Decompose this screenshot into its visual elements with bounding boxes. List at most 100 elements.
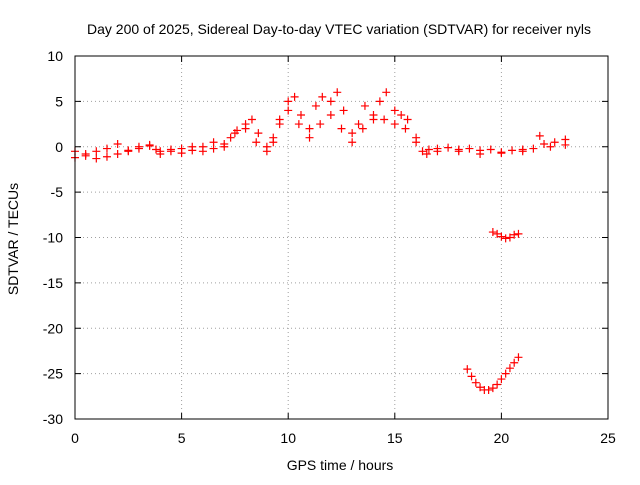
y-tick-label: 0 — [55, 139, 63, 155]
x-tick-label: 5 — [178, 430, 186, 446]
data-point — [375, 97, 384, 106]
data-point — [488, 384, 497, 393]
data-point — [252, 138, 261, 147]
data-point — [294, 120, 303, 129]
x-tick-label: 0 — [71, 430, 79, 446]
data-point — [198, 147, 207, 156]
data-point — [454, 147, 463, 156]
data-point — [145, 141, 154, 150]
data-point — [497, 375, 506, 384]
data-point — [311, 101, 320, 110]
data-point — [226, 133, 235, 142]
series-secondary-trace — [71, 106, 570, 159]
data-point — [318, 92, 327, 101]
data-point — [471, 378, 480, 387]
data-point — [220, 142, 229, 151]
x-tick-label: 15 — [387, 430, 403, 446]
data-point — [493, 229, 502, 238]
data-point — [465, 144, 474, 153]
data-point — [81, 150, 90, 159]
data-point — [476, 383, 485, 392]
data-point — [177, 149, 186, 158]
y-axis-label: SDTVAR / TECUs — [5, 183, 21, 295]
data-point — [113, 150, 122, 159]
data-point — [403, 115, 412, 124]
data-point — [397, 110, 406, 119]
data-point — [529, 144, 538, 153]
data-point — [476, 150, 485, 159]
data-point — [510, 230, 519, 239]
data-point — [269, 133, 278, 142]
y-tick-label: 5 — [55, 93, 63, 109]
data-point — [488, 228, 497, 237]
data-point — [546, 142, 555, 151]
data-point — [360, 101, 369, 110]
data-point — [333, 88, 342, 97]
y-tick-label: -30 — [43, 411, 63, 427]
data-point — [230, 129, 239, 138]
data-point — [444, 143, 453, 152]
axis-ticks: 0 5 10 15 20 25 -30 -25 -20 -15 -10 -5 0 5 10 — [43, 48, 616, 446]
data-point — [561, 135, 570, 144]
data-point — [390, 120, 399, 129]
data-point — [486, 145, 495, 154]
data-points — [71, 88, 570, 394]
data-point — [124, 146, 133, 155]
data-point — [247, 115, 256, 124]
data-point — [305, 124, 314, 133]
y-tick-label: -25 — [43, 366, 63, 382]
data-point — [284, 97, 293, 106]
data-point — [382, 88, 391, 97]
data-point — [337, 124, 346, 133]
data-point — [348, 129, 357, 138]
data-point — [316, 120, 325, 129]
data-point — [284, 106, 293, 115]
data-point — [540, 140, 549, 149]
y-tick-label: 10 — [47, 48, 63, 64]
data-point — [339, 106, 348, 115]
data-point — [305, 133, 314, 142]
data-point — [510, 358, 519, 367]
series-main-trace — [71, 88, 570, 163]
data-point — [262, 147, 271, 156]
data-point — [412, 138, 421, 147]
data-point — [518, 145, 527, 154]
data-point — [296, 110, 305, 119]
data-point — [535, 131, 544, 140]
data-point — [254, 129, 263, 138]
data-point — [92, 154, 101, 163]
data-point — [424, 145, 433, 154]
data-point — [326, 97, 335, 106]
data-point — [433, 147, 442, 156]
data-point — [113, 140, 122, 149]
data-point — [102, 152, 111, 161]
data-point — [326, 110, 335, 119]
data-point — [354, 120, 363, 129]
data-point — [501, 369, 510, 378]
data-point — [369, 115, 378, 124]
series-isolated-segment — [488, 228, 523, 243]
y-tick-label: -10 — [43, 230, 63, 246]
data-point — [550, 138, 559, 147]
data-point — [241, 124, 250, 133]
x-tick-label: 20 — [494, 430, 510, 446]
data-point — [102, 144, 111, 153]
data-point — [92, 147, 101, 156]
data-point — [514, 353, 523, 362]
data-point — [501, 234, 510, 243]
data-point — [484, 385, 493, 394]
data-point — [505, 233, 514, 242]
grid-lines — [75, 56, 608, 419]
series-low-arc — [463, 353, 523, 394]
data-point — [514, 229, 523, 238]
x-tick-label: 25 — [600, 430, 616, 446]
data-point — [467, 372, 476, 381]
data-point — [152, 145, 161, 154]
data-point — [166, 147, 175, 156]
data-point — [401, 124, 410, 133]
y-tick-label: -5 — [51, 184, 64, 200]
data-point — [497, 232, 506, 241]
data-point — [418, 147, 427, 156]
